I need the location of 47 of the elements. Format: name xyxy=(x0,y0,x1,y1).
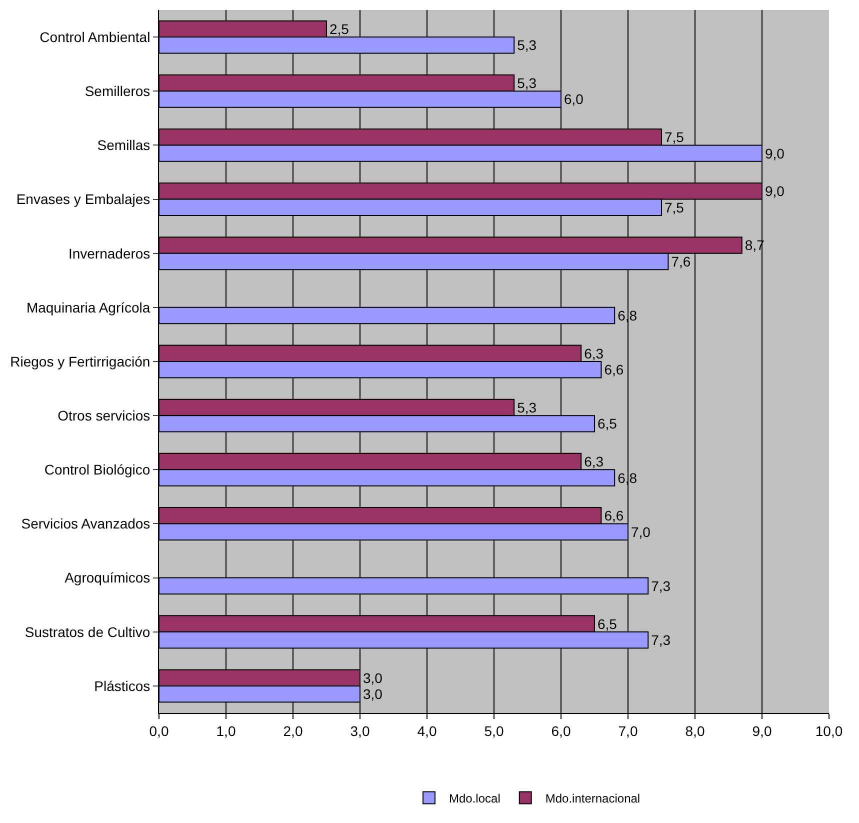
x-tick-label: 4,0 xyxy=(417,722,437,739)
data-label: 7,3 xyxy=(651,632,671,648)
y-tick-label: Control Ambiental xyxy=(40,28,150,45)
data-label: 7,0 xyxy=(631,524,651,540)
x-tick-label: 8,0 xyxy=(685,722,705,739)
x-tick-label: 10,0 xyxy=(815,722,843,739)
y-tick-label: Sustratos de Cultivo xyxy=(24,624,150,640)
data-label: 7,5 xyxy=(664,129,684,146)
data-label: 7,3 xyxy=(651,578,671,594)
y-tick-label: Invernaderos xyxy=(68,245,150,262)
data-label: 7,6 xyxy=(671,253,691,270)
data-label: 5,3 xyxy=(517,37,537,54)
y-tick-label: Semillas xyxy=(97,137,150,154)
legend-label: Mdo.internacional xyxy=(545,791,640,806)
y-tick-label: Plásticos xyxy=(94,678,150,694)
y-tick-label: Maquinaria Agrícola xyxy=(26,299,150,316)
y-tick-label: Agroquímicos xyxy=(64,570,150,586)
x-tick-label: 5,0 xyxy=(484,722,504,739)
data-label: 3,0 xyxy=(363,686,383,702)
x-tick-label: 6,0 xyxy=(551,722,571,739)
data-label: 5,3 xyxy=(517,75,537,92)
data-label: 6,3 xyxy=(584,345,604,362)
y-tick-label: Envases y Embalajes xyxy=(16,191,150,208)
data-label: 2,5 xyxy=(330,20,350,37)
data-label: 6,6 xyxy=(604,362,624,378)
legend-label: Mdo.local xyxy=(449,791,500,806)
x-tick-label: 3,0 xyxy=(350,722,370,739)
x-tick-label: 0,0 xyxy=(149,722,169,739)
x-tick-label: 1,0 xyxy=(216,722,236,739)
data-label: 9,0 xyxy=(765,145,785,162)
data-label: 6,0 xyxy=(564,91,584,108)
data-label: 7,5 xyxy=(664,199,684,216)
y-tick-label: Control Biológico xyxy=(44,462,150,478)
data-label: 6,3 xyxy=(584,454,604,470)
y-tick-label: Otros servicios xyxy=(58,407,150,424)
y-tick-label: Riegos y Fertirrigación xyxy=(10,353,150,370)
data-label: 9,0 xyxy=(765,183,785,200)
x-tick-label: 2,0 xyxy=(283,722,303,739)
x-tick-label: 7,0 xyxy=(618,722,638,739)
data-label: 5,3 xyxy=(517,399,537,416)
data-label: 3,0 xyxy=(363,670,383,686)
x-tick-label: 9,0 xyxy=(752,722,772,739)
data-label: 6,5 xyxy=(598,616,618,632)
data-label: 6,5 xyxy=(598,416,618,432)
y-tick-label: Semilleros xyxy=(84,83,150,100)
y-tick-label: Servicios Avanzados xyxy=(21,516,150,532)
data-label: 6,6 xyxy=(604,508,624,524)
